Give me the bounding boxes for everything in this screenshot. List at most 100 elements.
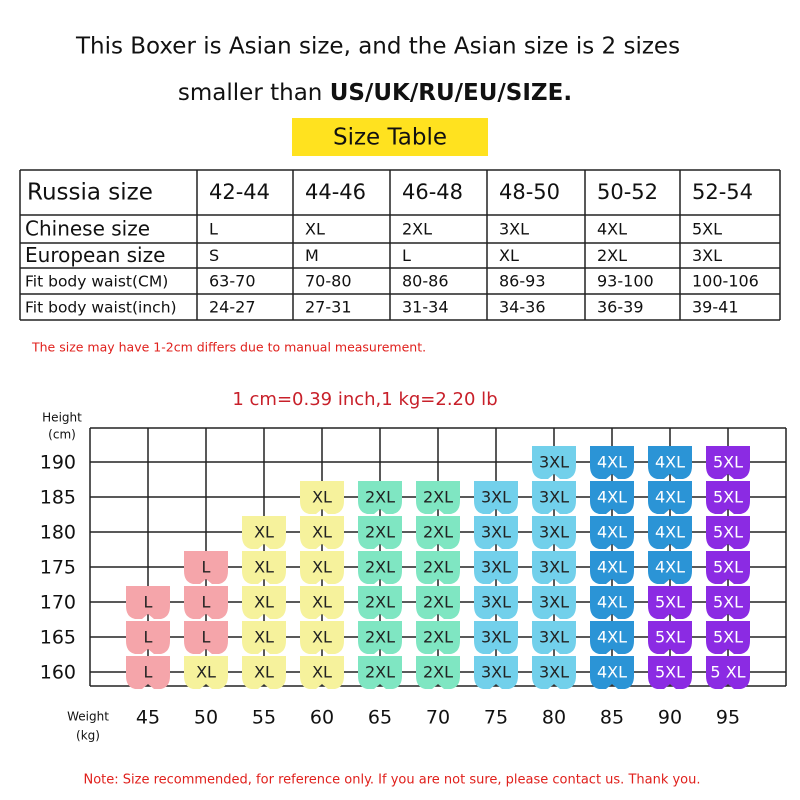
size-label: 3XL (539, 523, 569, 542)
size-label: L (144, 663, 153, 682)
table-header: 46-48 (402, 180, 463, 204)
boxer-badge (300, 516, 344, 549)
axis-label: Height (42, 411, 82, 425)
size-label: L (202, 593, 211, 612)
boxer-badge (416, 516, 460, 549)
size-label: 2XL (365, 663, 395, 682)
size-label: 3XL (539, 453, 569, 472)
boxer-badge (300, 586, 344, 619)
size-label: XL (312, 558, 332, 577)
size-label: 2XL (423, 488, 453, 507)
weight-label: 85 (600, 707, 624, 729)
size-label: XL (254, 663, 274, 682)
table-cell: Chinese size (25, 217, 150, 241)
boxer-badge (184, 551, 228, 584)
table-cell: 100-106 (692, 272, 759, 291)
size-label: L (202, 628, 211, 647)
size-label: 5XL (713, 628, 743, 647)
size-label: 4XL (597, 523, 627, 542)
height-label: 170 (40, 592, 76, 614)
boxer-badge (300, 621, 344, 654)
boxer-badge (358, 481, 402, 514)
boxer-badge (590, 586, 634, 619)
weight-label: 90 (658, 707, 682, 729)
axis-label: (cm) (48, 428, 76, 442)
table-cell: 5XL (692, 220, 722, 239)
boxer-badge (242, 516, 286, 549)
table-cell: 2XL (597, 246, 627, 265)
boxer-badge (706, 586, 750, 619)
boxer-badge (706, 516, 750, 549)
size-label: 5XL (713, 593, 743, 612)
weight-label: 65 (368, 707, 392, 729)
boxer-badge (648, 621, 692, 654)
weight-label: 60 (310, 707, 334, 729)
table-cell: 80-86 (402, 272, 449, 291)
size-label: 3XL (539, 663, 569, 682)
size-label: 4XL (597, 663, 627, 682)
size-label: 3XL (481, 523, 511, 542)
size-label: 5XL (655, 593, 685, 612)
boxer-badge (242, 621, 286, 654)
conversion: 1 cm=0.39 inch,1 kg=2.20 lb (232, 389, 497, 410)
weight-label: 70 (426, 707, 450, 729)
boxer-badge (648, 446, 692, 479)
table-cell: 4XL (597, 220, 627, 239)
boxer-badge (648, 586, 692, 619)
size-label: 3XL (481, 663, 511, 682)
size-label: 4XL (597, 558, 627, 577)
table-cell: 39-41 (692, 298, 739, 317)
boxer-badge (532, 656, 576, 689)
table-cell: 93-100 (597, 272, 654, 291)
boxer-badge (126, 621, 170, 654)
table-cell: 27-31 (305, 298, 352, 317)
table-cell: 3XL (499, 220, 529, 239)
boxer-badge (590, 446, 634, 479)
size-label: 2XL (423, 558, 453, 577)
boxer-badge (416, 656, 460, 689)
table-header: 44-46 (305, 180, 366, 204)
weight-label: 95 (716, 707, 740, 729)
axis-label: Weight (67, 710, 109, 724)
header-line: smaller than US/UK/RU/EU/SIZE. (178, 80, 572, 106)
table-header: Russia size (27, 180, 153, 206)
boxer-badge (474, 516, 518, 549)
weight-label: 50 (194, 707, 218, 729)
boxer-badge (126, 656, 170, 689)
size-label: 3XL (539, 593, 569, 612)
size-label: 4XL (655, 488, 685, 507)
boxer-badge (300, 481, 344, 514)
boxer-badge (300, 656, 344, 689)
boxer-badge (648, 656, 692, 689)
boxer-badge (358, 656, 402, 689)
size-label: 2XL (423, 663, 453, 682)
table-cell: 2XL (402, 220, 432, 239)
size-label: L (202, 558, 211, 577)
header-text: smaller than (178, 80, 330, 106)
size-label: XL (196, 663, 216, 682)
table-cell: M (305, 246, 319, 265)
table-cell: Fit body waist(inch) (25, 299, 177, 317)
table-cell: 31-34 (402, 298, 449, 317)
height-label: 175 (40, 557, 76, 579)
size-label: 5 XL (710, 663, 745, 682)
size-label: 3XL (481, 558, 511, 577)
size-label: 5XL (713, 453, 743, 472)
size-label: 2XL (365, 593, 395, 612)
boxer-badge (474, 656, 518, 689)
table-cell: European size (25, 243, 165, 267)
size-label: XL (312, 523, 332, 542)
boxer-badge (590, 481, 634, 514)
size-label: 4XL (597, 593, 627, 612)
boxer-badge (532, 621, 576, 654)
boxer-badge (474, 481, 518, 514)
badge-bg (292, 118, 488, 156)
boxer-badge (532, 516, 576, 549)
boxer-badge (358, 621, 402, 654)
boxer-badge (706, 481, 750, 514)
height-label: 165 (40, 627, 76, 649)
size-label: 3XL (539, 628, 569, 647)
boxer-badge (474, 586, 518, 619)
table-cell: 70-80 (305, 272, 352, 291)
size-label: 3XL (481, 628, 511, 647)
